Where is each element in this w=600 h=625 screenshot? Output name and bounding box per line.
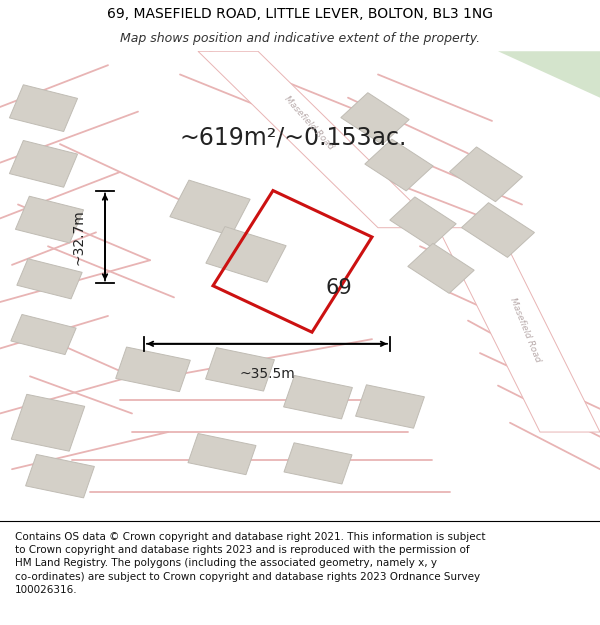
Text: Contains OS data © Crown copyright and database right 2021. This information is : Contains OS data © Crown copyright and d… [15, 532, 485, 595]
Polygon shape [11, 314, 76, 354]
Text: ~619m²/~0.153ac.: ~619m²/~0.153ac. [180, 125, 407, 149]
Polygon shape [188, 434, 256, 474]
Polygon shape [17, 259, 82, 299]
Polygon shape [461, 202, 535, 258]
Polygon shape [356, 385, 424, 428]
Text: Masefield Road: Masefield Road [508, 296, 542, 363]
Text: Map shows position and indicative extent of the property.: Map shows position and indicative extent… [120, 32, 480, 45]
Polygon shape [341, 92, 409, 144]
Polygon shape [10, 85, 77, 131]
Polygon shape [390, 197, 456, 247]
Polygon shape [206, 226, 286, 282]
Text: Masefield Road: Masefield Road [283, 94, 335, 152]
Polygon shape [284, 442, 352, 484]
Text: 69, MASEFIELD ROAD, LITTLE LEVER, BOLTON, BL3 1NG: 69, MASEFIELD ROAD, LITTLE LEVER, BOLTON… [107, 8, 493, 21]
Text: ~32.7m: ~32.7m [71, 209, 85, 265]
Polygon shape [438, 228, 600, 432]
Polygon shape [198, 51, 438, 227]
Polygon shape [365, 139, 433, 191]
Polygon shape [11, 394, 85, 451]
Polygon shape [408, 243, 474, 293]
Polygon shape [16, 196, 83, 243]
Polygon shape [449, 147, 523, 202]
Polygon shape [10, 141, 77, 188]
Polygon shape [170, 180, 250, 236]
Polygon shape [284, 376, 352, 419]
Text: 69: 69 [326, 278, 352, 298]
Polygon shape [206, 348, 274, 391]
Polygon shape [26, 454, 94, 498]
Text: ~35.5m: ~35.5m [239, 367, 295, 381]
Polygon shape [498, 51, 600, 98]
Polygon shape [116, 347, 190, 392]
